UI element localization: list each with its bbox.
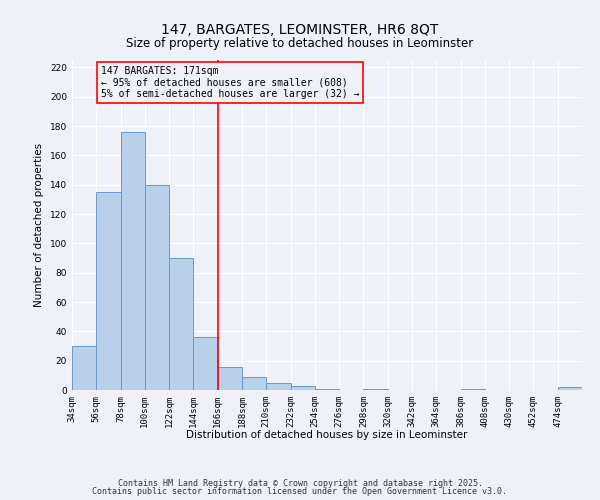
Bar xyxy=(242,377,266,390)
Text: Contains public sector information licensed under the Open Government Licence v3: Contains public sector information licen… xyxy=(92,487,508,496)
Text: Size of property relative to detached houses in Leominster: Size of property relative to detached ho… xyxy=(127,38,473,51)
Bar xyxy=(121,132,145,390)
Bar xyxy=(364,388,388,390)
Bar xyxy=(193,337,218,390)
Bar xyxy=(315,388,339,390)
Text: 147 BARGATES: 171sqm
← 95% of detached houses are smaller (608)
5% of semi-detac: 147 BARGATES: 171sqm ← 95% of detached h… xyxy=(101,66,359,99)
X-axis label: Distribution of detached houses by size in Leominster: Distribution of detached houses by size … xyxy=(187,430,467,440)
Bar xyxy=(461,388,485,390)
Bar xyxy=(558,387,582,390)
Bar xyxy=(72,346,96,390)
Text: 147, BARGATES, LEOMINSTER, HR6 8QT: 147, BARGATES, LEOMINSTER, HR6 8QT xyxy=(161,22,439,36)
Bar xyxy=(218,366,242,390)
Y-axis label: Number of detached properties: Number of detached properties xyxy=(34,143,44,307)
Bar xyxy=(96,192,121,390)
Bar xyxy=(290,386,315,390)
Bar xyxy=(266,382,290,390)
Bar xyxy=(145,184,169,390)
Text: Contains HM Land Registry data © Crown copyright and database right 2025.: Contains HM Land Registry data © Crown c… xyxy=(118,478,482,488)
Bar xyxy=(169,258,193,390)
